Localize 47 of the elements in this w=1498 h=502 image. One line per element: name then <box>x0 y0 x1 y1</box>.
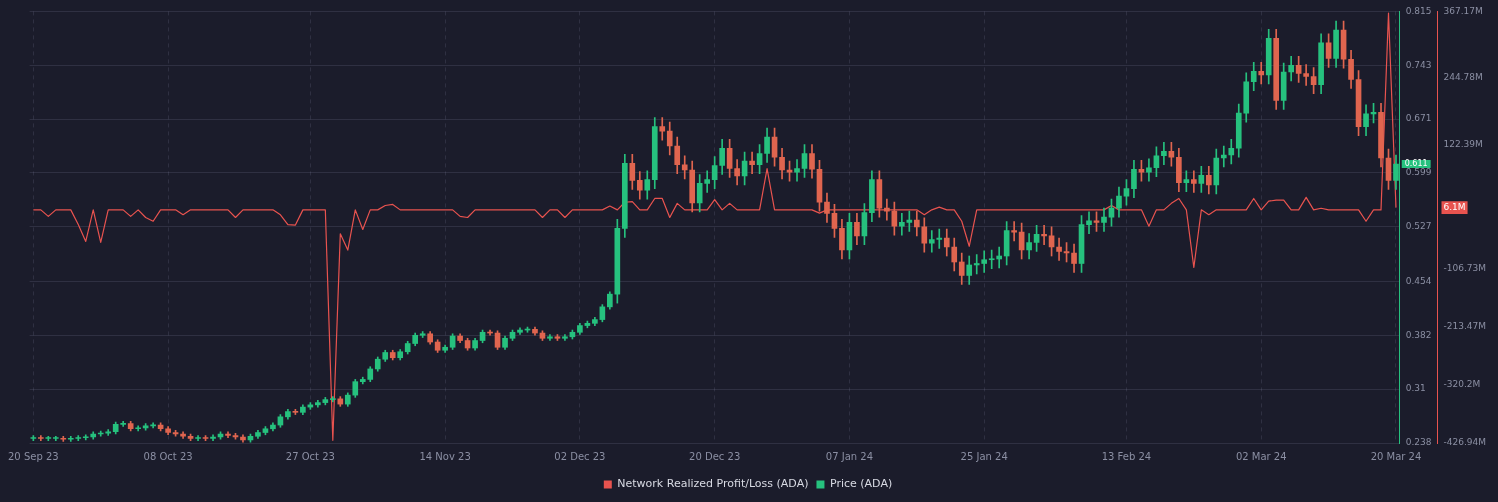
candlestick <box>1041 225 1047 246</box>
candlestick <box>1011 221 1017 242</box>
x-tick-label: 20 Mar 24 <box>1370 450 1422 462</box>
candlestick <box>1258 61 1265 85</box>
y-tick-label: 0.599 <box>1405 167 1432 178</box>
candlestick <box>1191 170 1197 193</box>
x-tick-label: 13 Feb 24 <box>1101 450 1152 462</box>
text: 0.611 <box>1404 159 1428 169</box>
x-tick-label: 27 Oct 23 <box>285 450 335 462</box>
candlestick <box>794 159 800 182</box>
x-tick-label: 25 Jan 24 <box>960 450 1008 462</box>
candlestick <box>210 434 216 442</box>
legend-label: Network Realized Profit/Loss (ADA) <box>617 477 809 491</box>
y2-tick-label: -213.47M <box>1443 321 1487 332</box>
candlestick <box>659 117 666 141</box>
legend-label: Price (ADA) <box>829 477 893 491</box>
candlestick <box>225 431 231 439</box>
y2-tick-label: 367.17M <box>1443 5 1483 16</box>
candlestick <box>1086 211 1092 234</box>
candlestick <box>749 151 755 175</box>
candlestick <box>1056 237 1062 261</box>
y-tick-label: 0.671 <box>1405 113 1432 124</box>
candlestick <box>1303 64 1309 86</box>
y-tick-label: 0.454 <box>1405 275 1432 286</box>
candlestick <box>1101 207 1107 232</box>
x-tick-label: 14 Nov 23 <box>419 450 471 462</box>
y2-tick-label: 244.78M <box>1443 72 1483 83</box>
candlestick <box>1161 141 1167 166</box>
y-tick-label: 0.238 <box>1405 437 1432 448</box>
y-tick-label: 0.815 <box>1405 5 1432 16</box>
candlestick <box>1146 158 1152 182</box>
x-tick-label: 07 Jan 24 <box>825 450 874 462</box>
y2-tick-label: -426.94M <box>1443 437 1487 448</box>
y2-tick-label: -320.2M <box>1443 379 1481 390</box>
y2-tick-label: 6.1M <box>1443 201 1466 212</box>
y-tick-label: 0.743 <box>1405 59 1432 70</box>
y-tick-label: 0.31 <box>1405 383 1426 394</box>
y-tick-label: 0.382 <box>1405 329 1432 340</box>
y-tick-label: 0.527 <box>1405 221 1432 232</box>
x-tick-label: 20 Sep 23 <box>8 450 59 462</box>
y2-tick-label: 122.39M <box>1443 138 1483 149</box>
x-tick-label: 02 Mar 24 <box>1235 450 1287 462</box>
x-tick-label: 20 Dec 23 <box>689 450 741 462</box>
x-tick-label: 02 Dec 23 <box>554 450 606 462</box>
x-tick-label: 08 Oct 23 <box>143 450 193 462</box>
candlestick <box>681 155 688 180</box>
y2-tick-label: -106.73M <box>1443 263 1487 274</box>
